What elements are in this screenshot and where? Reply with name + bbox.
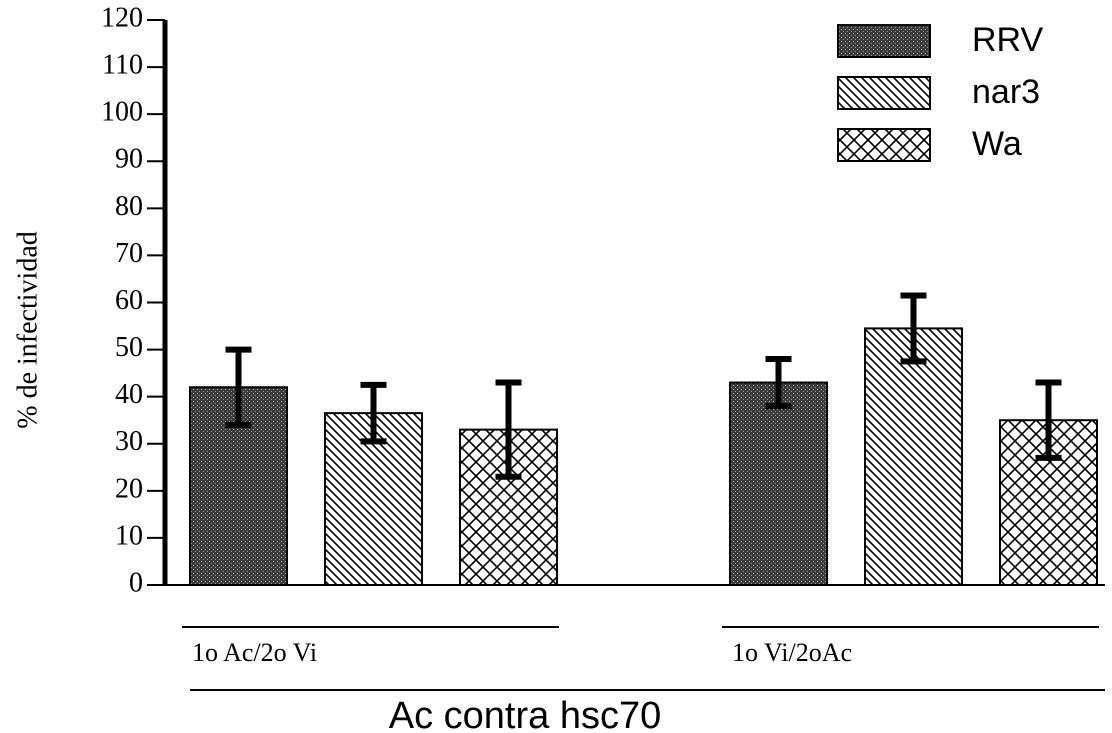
legend-label: nar3 [972,73,1040,111]
y-tick-label: 50 [115,332,143,363]
y-tick-label: 120 [101,2,143,33]
bar [729,381,828,586]
error-bar [900,292,927,365]
y-tick-label: 30 [115,426,143,457]
error-bar [360,381,387,445]
legend-swatch [837,76,931,110]
y-tick-label: 90 [115,144,143,175]
y-tick-label: 60 [115,285,143,316]
y-tick-label: 20 [115,473,143,504]
x-tick-label: 1o Vi/2oAc [732,638,852,667]
y-tick-label: 0 [129,567,143,598]
y-tick-label: 80 [115,191,143,222]
y-tick-label: 10 [115,520,143,551]
error-bar [765,356,792,410]
legend-label: RRV [972,21,1043,59]
y-tick-label: 40 [115,379,143,410]
bar [864,327,963,586]
x-axis-label: Ac contra hsc70 [389,695,661,733]
error-bar [495,379,522,480]
legend-swatch [837,24,931,58]
y-tick-label: 70 [115,238,143,269]
error-bar [1035,379,1062,461]
y-tick-label: 100 [101,97,143,128]
legend-label: Wa [972,125,1022,163]
y-tick-label: 110 [102,50,143,81]
x-tick-label: 1o Ac/2o Vi [192,638,317,667]
legend-swatch [837,128,931,162]
y-axis-label: % de infectividad [12,231,43,428]
error-bar [225,346,252,428]
